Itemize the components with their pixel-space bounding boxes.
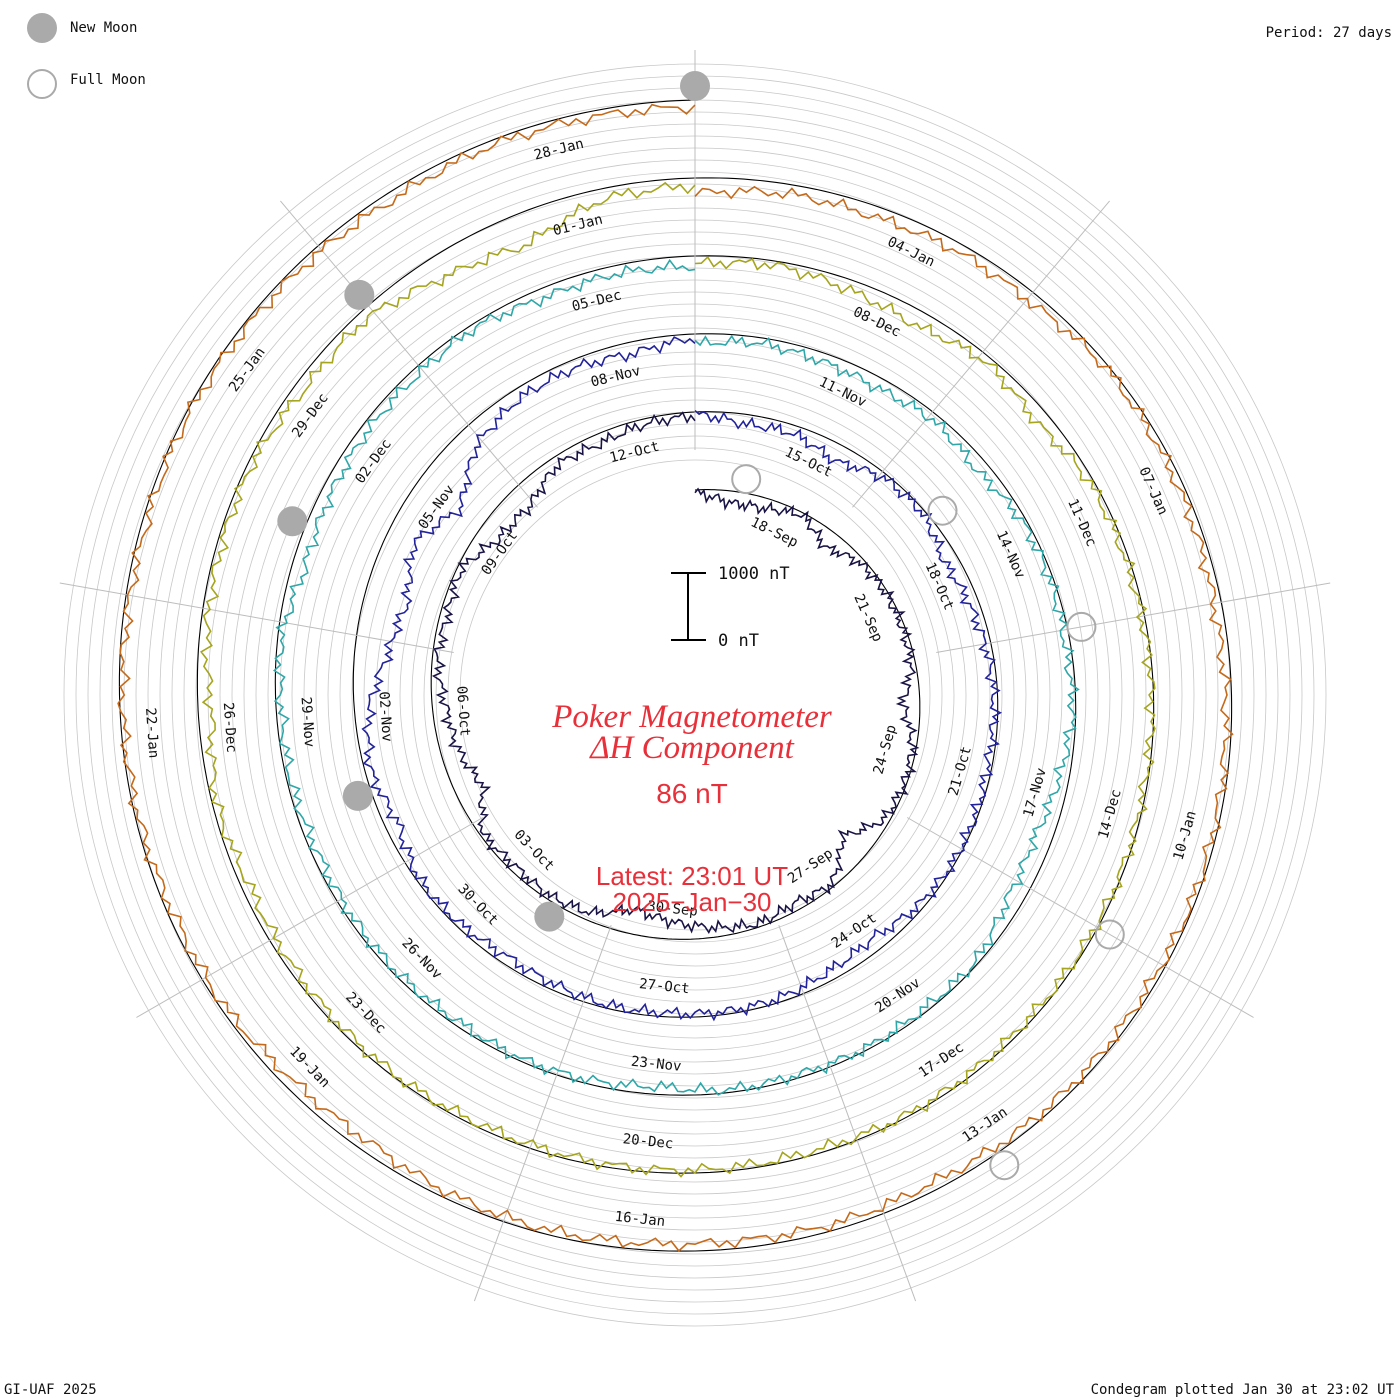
spiral-baseline xyxy=(118,99,1233,1252)
date-label: 06-Oct xyxy=(453,685,472,737)
full-moon-marker xyxy=(1094,919,1125,950)
spoke xyxy=(852,200,1110,508)
date-label: 08-Nov xyxy=(589,363,642,391)
spoke xyxy=(473,925,612,1302)
footer-plot-time: Condegram plotted Jan 30 at 23:02 UT xyxy=(1091,1382,1395,1398)
date-label: 14-Nov xyxy=(993,528,1028,581)
date-label: 14-Dec xyxy=(1096,788,1125,841)
scale-top-label: 1000 nT xyxy=(718,564,790,584)
chart-title-line2: ΔH Component xyxy=(588,730,794,766)
date-label: 18-Sep xyxy=(748,514,800,551)
date-label: 04-Jan xyxy=(885,234,937,271)
trace-turn-3 xyxy=(272,258,1080,1096)
date-label: 21-Oct xyxy=(946,745,975,798)
new-moon-marker xyxy=(680,71,710,101)
spoke xyxy=(280,200,538,508)
new-moon-marker xyxy=(344,279,375,310)
trace-turn-4 xyxy=(200,181,1156,1178)
date-label: 23-Nov xyxy=(630,1054,682,1075)
trace-turn-2 xyxy=(361,336,1003,1022)
new-moon-marker xyxy=(534,901,565,932)
date-label: 16-Jan xyxy=(614,1209,666,1230)
chart-title-line1: Poker Magnetometer xyxy=(551,699,832,735)
footer-credit: GI-UAF 2025 xyxy=(4,1382,97,1398)
date-label: 07-Jan xyxy=(1135,465,1170,518)
date-label: 28-Jan xyxy=(533,136,586,164)
magnetometer-traces xyxy=(117,103,1234,1252)
date-label: 30-Sep xyxy=(647,899,699,920)
period-label: Period: 27 days xyxy=(1266,25,1392,41)
full-moon-legend-icon xyxy=(27,69,57,99)
grid-ring xyxy=(459,459,931,931)
spoke xyxy=(136,817,484,1018)
current-value: 86 nT xyxy=(656,778,728,809)
date-label: 11-Nov xyxy=(816,374,868,411)
date-label: 11-Dec xyxy=(1064,496,1099,549)
date-label: 13-Jan xyxy=(960,1104,1011,1146)
spoke xyxy=(59,582,454,653)
date-label: 17-Nov xyxy=(1021,766,1050,819)
date-label: 22-Jan xyxy=(142,707,161,759)
latest-time: Latest: 23:01 UT xyxy=(596,861,788,891)
moon-phase-markers xyxy=(277,71,1125,1181)
date-label: 27-Sep xyxy=(785,846,836,888)
date-label: 30-Oct xyxy=(454,881,501,928)
scale-bar: 1000 nT 0 nT xyxy=(671,564,790,651)
trace-turn-1 xyxy=(431,411,920,935)
latest-date: 2025−Jan−30 xyxy=(612,887,771,917)
new-moon-marker xyxy=(342,780,373,811)
date-label: 10-Jan xyxy=(1171,809,1200,862)
date-label: 02-Nov xyxy=(375,691,394,743)
full-moon-marker xyxy=(1066,611,1097,642)
trace-turn-5 xyxy=(117,103,1234,1252)
new-moon-legend-icon xyxy=(27,13,57,43)
full-moon-marker xyxy=(989,1150,1020,1181)
date-label: 20-Nov xyxy=(872,975,923,1017)
full-moon-legend-label: Full Moon xyxy=(70,72,146,88)
full-moon-marker xyxy=(731,464,762,495)
spoke xyxy=(778,925,917,1302)
radial-spokes xyxy=(59,50,1331,1302)
date-label: 18-Oct xyxy=(922,560,957,613)
spoke xyxy=(936,582,1331,653)
new-moon-marker xyxy=(277,506,308,537)
date-label: 27-Oct xyxy=(638,976,690,997)
full-moon-marker xyxy=(927,495,958,526)
spoke xyxy=(906,817,1254,1018)
date-label: 21-Sep xyxy=(850,592,885,645)
date-labels: 18-Sep21-Sep24-Sep27-Sep30-Sep03-Oct06-O… xyxy=(142,136,1200,1230)
date-label: 26-Dec xyxy=(220,702,239,754)
new-moon-legend-label: New Moon xyxy=(70,20,137,36)
scale-bottom-label: 0 nT xyxy=(718,631,759,651)
date-label: 01-Jan xyxy=(551,212,604,240)
date-label: 24-Sep xyxy=(871,723,900,776)
date-label: 20-Dec xyxy=(622,1131,674,1152)
date-label: 29-Nov xyxy=(298,696,317,748)
